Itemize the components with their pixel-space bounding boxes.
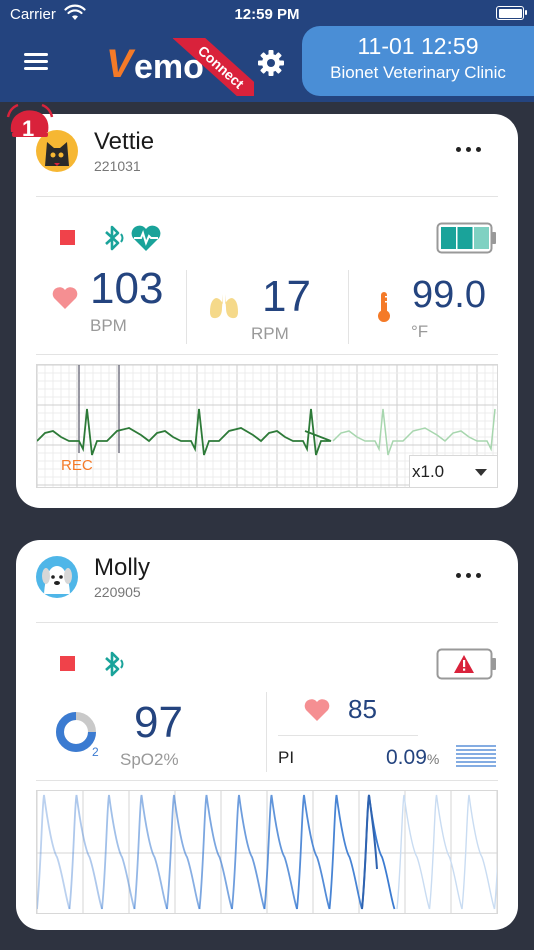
battery-warning-icon	[436, 648, 496, 680]
ecg-waveform: REC x1.0	[36, 364, 498, 488]
spo2-icon: 2	[56, 712, 99, 759]
sweep-speed-value: x1.0	[412, 462, 445, 481]
divider	[36, 622, 498, 623]
pleth-waveform	[36, 790, 498, 914]
status-time: 12:59 PM	[234, 6, 300, 23]
heart-icon	[304, 699, 330, 721]
status-bar: Carrier 12:59 PM	[0, 0, 534, 28]
more-options-button[interactable]	[456, 570, 482, 582]
resp-rate-value: 17	[262, 272, 311, 321]
settings-button[interactable]	[255, 47, 287, 79]
pleth-waveform-graph	[37, 791, 497, 913]
stop-monitoring-button[interactable]	[60, 230, 75, 245]
divider	[36, 780, 498, 781]
clinic-name: Bionet Veterinary Clinic	[330, 63, 506, 82]
current-datetime: 11-01 12:59	[357, 33, 479, 59]
bluetooth-icon	[105, 225, 124, 251]
vemo-logo: V emo Connect	[104, 38, 254, 96]
avatar	[36, 556, 78, 598]
divider	[266, 692, 267, 772]
heart-rate-value: 103	[90, 264, 164, 313]
pet-id: 221031	[94, 158, 141, 174]
pi-value: 0.09%	[386, 746, 440, 769]
pet-name: Molly	[94, 554, 151, 581]
pet-id: 220905	[94, 584, 141, 600]
more-options-button[interactable]	[456, 144, 482, 156]
heart-icon	[52, 287, 78, 309]
pi-label: PI	[278, 748, 295, 767]
patient-card-vettie[interactable]: Vettie 221031 103 BPM 17 RPM 99.0 °F	[16, 114, 518, 508]
gear-icon	[258, 50, 284, 76]
divider	[278, 735, 418, 736]
clinic-datetime-panel[interactable]: 11-01 12:59 Bionet Veterinary Clinic	[302, 26, 534, 96]
heart-pulse-icon	[131, 225, 161, 251]
chevron-down-icon	[475, 469, 487, 476]
logo-letter-v: V	[106, 42, 133, 86]
sweep-speed-select[interactable]: x1.0	[409, 455, 497, 487]
alarm-count: 1	[22, 116, 35, 141]
thermometer-icon	[378, 292, 390, 322]
wifi-icon	[64, 4, 86, 20]
resp-rate-unit: RPM	[251, 324, 289, 343]
pet-name: Vettie	[94, 128, 155, 155]
bluetooth-icon	[105, 651, 124, 677]
svg-text:2: 2	[92, 745, 99, 759]
lungs-icon	[210, 294, 238, 319]
battery-full-icon	[436, 222, 496, 254]
temperature-unit: °F	[411, 322, 429, 341]
carrier-label: Carrier	[10, 6, 56, 23]
divider	[36, 196, 498, 197]
menu-button[interactable]	[20, 50, 52, 74]
temperature-value: 99.0	[412, 274, 486, 316]
perfusion-bars-icon	[456, 745, 496, 767]
patient-card-molly[interactable]: Molly 220905 2 97 SpO2% 85 PI 0.09%	[16, 540, 518, 930]
stop-monitoring-button[interactable]	[60, 656, 75, 671]
app-header: Carrier 12:59 PM V emo Connect	[0, 0, 534, 102]
device-battery-icon	[496, 6, 527, 20]
alarm-bell-icon[interactable]	[4, 102, 62, 154]
pulse-rate-value: 85	[348, 694, 377, 724]
dog-avatar-icon	[36, 556, 78, 598]
spo2-value: 97	[134, 698, 183, 747]
recording-label: REC	[61, 457, 93, 474]
divider	[36, 354, 498, 355]
spo2-unit: SpO2%	[120, 750, 179, 769]
divider	[348, 270, 349, 344]
heart-rate-unit: BPM	[90, 316, 127, 335]
divider	[186, 270, 187, 344]
